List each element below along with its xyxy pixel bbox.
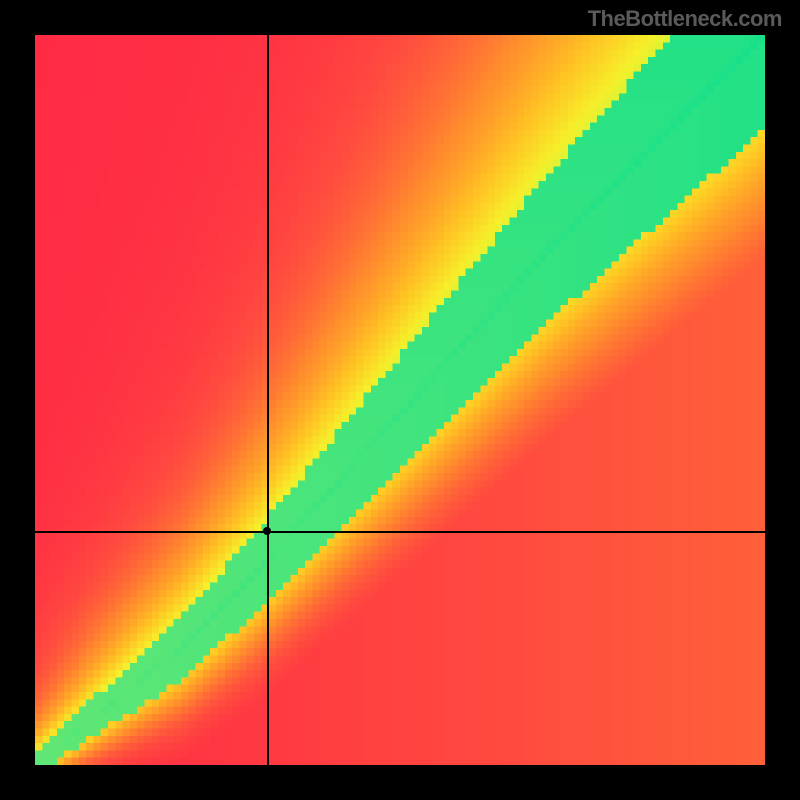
crosshair-horizontal [35, 531, 765, 533]
marker-dot [263, 527, 271, 535]
crosshair-vertical [267, 35, 269, 765]
heatmap-canvas [35, 35, 765, 765]
heatmap-plot-area [35, 35, 765, 765]
watermark-text: TheBottleneck.com [588, 6, 782, 32]
